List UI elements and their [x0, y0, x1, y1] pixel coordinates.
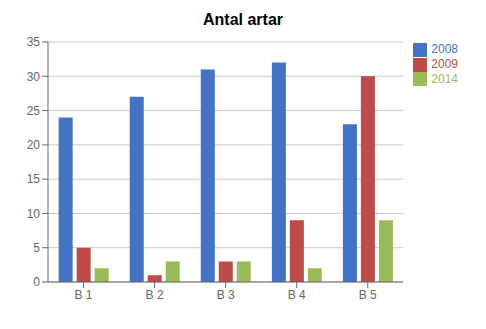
html-text:2014: 2014 — [431, 71, 458, 86]
svg-text:25: 25 — [27, 104, 41, 118]
html-text:2008: 2008 — [431, 42, 458, 56]
svg-text:5: 5 — [33, 241, 40, 255]
svg-text:35: 35 — [27, 35, 41, 49]
svg-text:B 3: B 3 — [217, 288, 235, 302]
svg-text:10: 10 — [27, 207, 41, 221]
svg-text:0: 0 — [33, 275, 40, 289]
html-text:Antal artar: Antal artar — [203, 11, 283, 28]
svg-text:B 4: B 4 — [288, 288, 306, 302]
svg-text:B 1: B 1 — [75, 288, 93, 302]
svg-text:B 5: B 5 — [359, 288, 377, 302]
svg-text:20: 20 — [27, 138, 41, 152]
svg-text:B 2: B 2 — [146, 288, 164, 302]
html-text:2009: 2009 — [431, 56, 458, 71]
svg-text:15: 15 — [27, 172, 41, 186]
svg-text:30: 30 — [27, 70, 41, 84]
